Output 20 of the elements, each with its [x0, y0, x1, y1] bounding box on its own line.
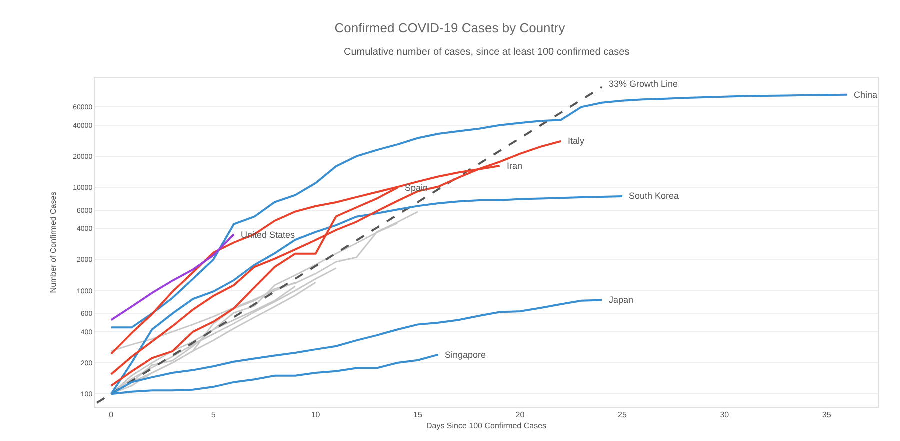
chart-subtitle: Cumulative number of cases, since at least 100 confirmed cases — [344, 47, 630, 58]
x-tick-label: 30 — [720, 410, 730, 420]
series-label: Spain — [405, 183, 428, 193]
series-label: Italy — [568, 136, 586, 146]
series-label: Iran — [507, 161, 523, 171]
series-label: 33% Growth Line — [609, 79, 678, 89]
x-tick-label: 5 — [211, 410, 216, 420]
x-tick-label: 15 — [414, 410, 424, 420]
x-tick-label: 25 — [618, 410, 628, 420]
series-label: South Korea — [629, 191, 680, 201]
series-label: Singapore — [445, 350, 486, 360]
y-axis-title: Number of Confirmed Cases — [48, 192, 58, 294]
x-tick-label: 0 — [109, 410, 114, 420]
series-label: Japan — [609, 295, 634, 305]
chart-title: Confirmed COVID-19 Cases by Country — [334, 20, 566, 36]
x-tick-label: 20 — [516, 410, 526, 420]
series-label: China — [854, 90, 878, 100]
x-tick-label: 35 — [822, 410, 832, 420]
x-tick-label: 10 — [311, 410, 321, 420]
x-axis-title: Days Since 100 Confirmed Cases — [426, 422, 547, 431]
